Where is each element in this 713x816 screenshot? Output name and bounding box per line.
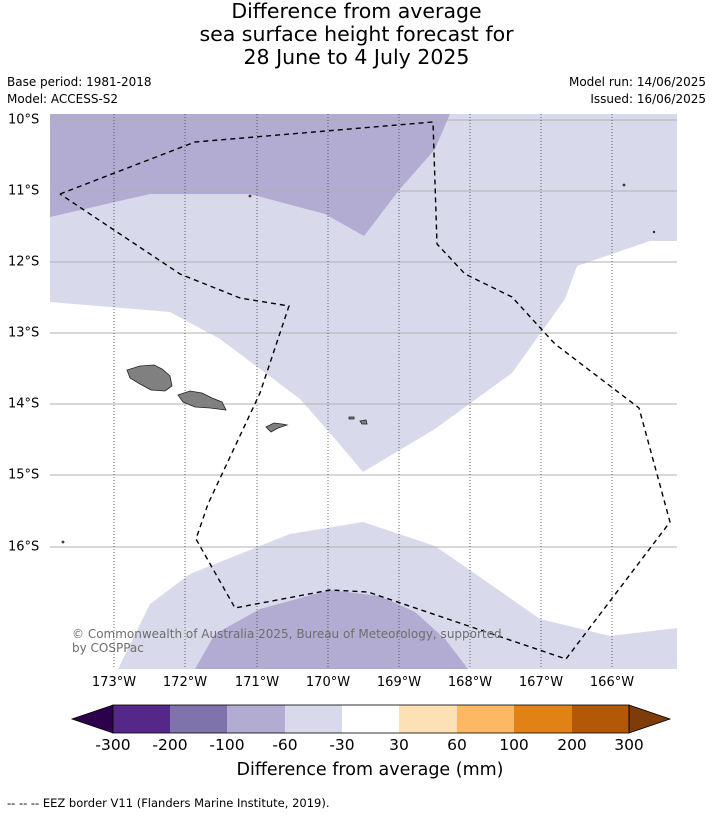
lat-gridlines: [50, 119, 677, 548]
colorbar-tick-label: -200: [152, 736, 188, 754]
colorbar-segment: [285, 705, 342, 733]
lat-label: 15°S: [8, 467, 40, 483]
lon-label: 168°W: [447, 675, 493, 690]
anomaly-region-light: [50, 114, 677, 472]
model-run: Model run: 14/06/2025: [568, 75, 706, 89]
colorbar-tick-label: 60: [447, 736, 467, 754]
colorbar-segment: [399, 705, 457, 733]
colorbar-title: Difference from average (mm): [236, 760, 504, 780]
anomaly-region-medium-top: [50, 114, 450, 236]
island-tau: [359, 419, 368, 425]
eez-border: [59, 121, 671, 660]
eez-footnote: -- -- -- EEZ border V11 (Flanders Marine…: [7, 796, 330, 810]
lon-label: 173°W: [91, 675, 137, 690]
lon-label: 167°W: [518, 675, 564, 690]
colorbar: [70, 704, 672, 734]
lon-label: 171°W: [234, 675, 280, 690]
model-name: Model: ACCESS-S2: [7, 92, 119, 106]
island-small-a: [248, 194, 252, 198]
map-area: [50, 114, 677, 669]
island-small-d: [61, 540, 65, 544]
map-title: Difference from average sea surface heig…: [0, 0, 713, 69]
lat-label: 16°S: [8, 539, 40, 555]
lon-label: 169°W: [376, 675, 422, 690]
colorbar-tick-label: 300: [614, 736, 644, 754]
island-savaii: [126, 364, 173, 392]
island-upolu: [177, 390, 227, 411]
lon-label: 172°W: [162, 675, 208, 690]
island-ofu: [348, 416, 355, 420]
lon-label: 170°W: [305, 675, 351, 690]
island-tutuila: [265, 422, 289, 433]
lon-label: 166°W: [589, 675, 635, 690]
islands: [61, 183, 656, 544]
colorbar-tick-label: -100: [209, 736, 245, 754]
meta-right: Model run: 14/06/2025 Issued: 16/06/2025: [569, 74, 706, 108]
colorbar-tick-label: -300: [95, 736, 131, 754]
colorbar-tick-label: -60: [272, 736, 298, 754]
colorbar-segment: [572, 705, 629, 733]
lat-label: 12°S: [8, 254, 40, 270]
colorbar-segment: [227, 705, 285, 733]
colorbar-segment: [170, 705, 227, 733]
issued-date: Issued: 16/06/2025: [590, 92, 706, 106]
colorbar-outline: [112, 704, 630, 734]
colorbar-arrow-left: [70, 704, 114, 734]
lat-label: 13°S: [8, 325, 40, 341]
colorbar-tick-label: 100: [499, 736, 529, 754]
lat-label: 14°S: [8, 396, 40, 412]
meta-left: Base period: 1981-2018 Model: ACCESS-S2: [7, 74, 152, 108]
title-line-1: Difference from average: [231, 0, 482, 23]
title-line-3: 28 June to 4 July 2025: [243, 45, 470, 69]
island-small-c: [652, 230, 656, 234]
island-small-b: [622, 183, 626, 187]
colorbar-segment: [514, 705, 572, 733]
colorbar-arrow-right: [628, 704, 672, 734]
anomaly-region-medium-bottom: [195, 590, 468, 669]
title-line-2: sea surface height forecast for: [199, 22, 514, 46]
lat-label: 10°S: [8, 112, 40, 128]
colorbar-segment: [457, 705, 514, 733]
copyright-notice: © Commonwealth of Australia 2025, Bureau…: [72, 627, 502, 655]
colorbar-tick-label: -30: [329, 736, 355, 754]
lon-gridlines: [113, 114, 613, 669]
colorbar-tick-label: 200: [557, 736, 587, 754]
colorbar-tick-label: 30: [389, 736, 409, 754]
colorbar-segment: [113, 705, 170, 733]
map-svg: [50, 114, 677, 669]
base-period: Base period: 1981-2018: [7, 75, 152, 89]
lat-label: 11°S: [8, 183, 40, 199]
colorbar-segment: [342, 705, 399, 733]
